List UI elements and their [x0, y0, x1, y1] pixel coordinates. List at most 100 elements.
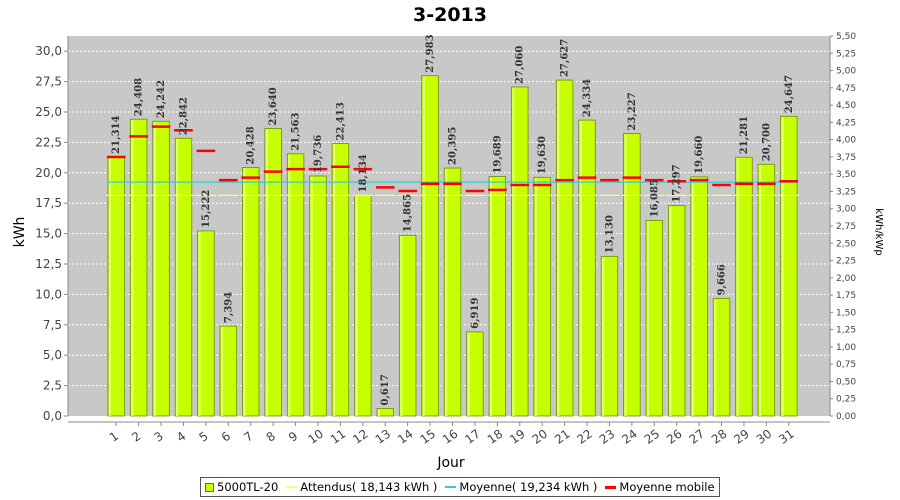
- x-tick-label: 7: [241, 429, 255, 445]
- bar: [600, 255, 619, 417]
- y-tick-label: 17,5: [35, 196, 62, 210]
- value-label: 24,334: [582, 79, 593, 117]
- bars: [107, 75, 798, 417]
- x-tick-label: 19: [507, 427, 528, 447]
- x-tick-label: 26: [664, 427, 685, 447]
- bar: [376, 408, 394, 417]
- x-tick-label: 5: [196, 429, 210, 445]
- bar-highlight: [198, 231, 201, 416]
- x-tick-label: 12: [350, 427, 371, 447]
- x-axis-label: Jour: [436, 455, 465, 471]
- right-tick-label: 2,50: [836, 239, 856, 249]
- legend-moving-average-swatch: [605, 485, 617, 489]
- legend-bar-swatch: [205, 482, 214, 492]
- x-axis-ticks: 1 2 3 4 5 6 7 8 9 10 11 12 13 14 15 16 17 18 19 20 21 22 23 24 2…: [107, 422, 797, 447]
- right-tick-label: 5,25: [836, 49, 856, 59]
- right-tick-label: 0,25: [836, 395, 856, 405]
- legend-average-swatch: [445, 486, 457, 488]
- value-label: 23,227: [627, 92, 638, 130]
- bar: [264, 128, 282, 417]
- bar: [533, 176, 551, 417]
- x-tick-label: 2: [129, 429, 143, 445]
- value-label: 23,640: [268, 87, 279, 125]
- bar: [197, 230, 215, 417]
- legend: 5000TL-20 Attendus( 18,143 kWh ) Moyenne…: [200, 477, 720, 497]
- bar: [174, 137, 193, 417]
- bar-highlight: [669, 206, 672, 416]
- bar: [488, 176, 507, 417]
- y-tick-label: 10,0: [35, 287, 62, 301]
- x-tick-label: 27: [687, 427, 708, 447]
- bar: [331, 143, 350, 417]
- y-tick-label: 15,0: [35, 227, 62, 241]
- legend-item-bars: 5000TL-20: [205, 480, 278, 494]
- bar-highlight: [176, 139, 179, 417]
- bar: [645, 220, 663, 417]
- bar: [286, 153, 305, 417]
- bar: [780, 115, 798, 417]
- bar-highlight: [759, 165, 762, 416]
- value-label: 9,666: [717, 264, 728, 295]
- value-label: 0,617: [380, 374, 391, 405]
- y-tick-label: 12,5: [35, 257, 62, 271]
- y-tick-label: 20,0: [35, 166, 62, 180]
- bar: [555, 79, 574, 417]
- right-axis-label: kWh/kWp: [873, 208, 884, 255]
- value-label: 13,130: [604, 215, 615, 253]
- x-tick-label: 13: [373, 427, 394, 447]
- value-label: 19,660: [694, 136, 705, 174]
- value-label: 17,297: [672, 164, 683, 202]
- value-label: 19,689: [492, 135, 503, 173]
- bar: [511, 86, 529, 417]
- value-label: 18,134: [358, 154, 369, 192]
- bar-highlight: [445, 168, 448, 416]
- x-tick-label: 10: [305, 427, 326, 447]
- bar: [398, 234, 417, 417]
- bar-highlight: [736, 158, 739, 417]
- x-tick-label: 22: [574, 427, 595, 447]
- bar: [242, 167, 260, 417]
- x-tick-label: 28: [709, 427, 730, 447]
- bar: [578, 119, 596, 417]
- x-tick-label: 9: [286, 429, 300, 445]
- bar-highlight: [557, 81, 560, 417]
- bar: [309, 175, 327, 417]
- x-tick-label: 24: [619, 427, 640, 447]
- value-label: 24,408: [134, 78, 145, 116]
- right-tick-label: 3,50: [836, 170, 856, 180]
- x-tick-label: 1: [107, 429, 121, 445]
- bar: [623, 133, 641, 417]
- value-label: 22,413: [335, 102, 346, 140]
- x-tick-label: 20: [530, 427, 551, 447]
- value-label: 15,222: [201, 190, 212, 228]
- x-tick-label: 21: [552, 427, 573, 447]
- value-label: 21,281: [739, 116, 750, 154]
- bar-highlight: [512, 87, 515, 416]
- value-label: 14,865: [403, 194, 414, 232]
- value-label: 20,395: [448, 127, 459, 165]
- right-tick-label: 3,75: [836, 153, 856, 163]
- right-tick-label: 4,50: [836, 101, 856, 111]
- x-tick-label: 31: [776, 427, 797, 447]
- x-tick-label: 4: [174, 429, 188, 445]
- right-tick-label: 0,50: [836, 377, 856, 387]
- x-tick-label: 16: [440, 427, 461, 447]
- value-label: 27,983: [425, 34, 436, 72]
- legend-item-moving-average: Moyenne mobile: [605, 480, 715, 494]
- right-tick-label: 1,50: [836, 308, 856, 318]
- bar-highlight: [243, 168, 246, 416]
- value-label: 22,842: [178, 97, 189, 135]
- bar: [667, 205, 686, 417]
- y-tick-label: 25,0: [35, 105, 62, 119]
- legend-label-bars: 5000TL-20: [217, 480, 279, 494]
- value-labels: 21,314 24,408 24,242 22,842 15,222 7,394 20,42…: [111, 34, 795, 405]
- right-tick-label: 1,25: [836, 326, 856, 336]
- bar-highlight: [467, 332, 470, 416]
- x-tick-label: 6: [219, 429, 233, 445]
- right-tick-label: 3,00: [836, 205, 856, 215]
- x-tick-label: 18: [485, 427, 506, 447]
- x-tick-label: 8: [264, 429, 278, 445]
- legend-expected-swatch: [286, 486, 298, 488]
- right-tick-label: 2,25: [836, 257, 856, 267]
